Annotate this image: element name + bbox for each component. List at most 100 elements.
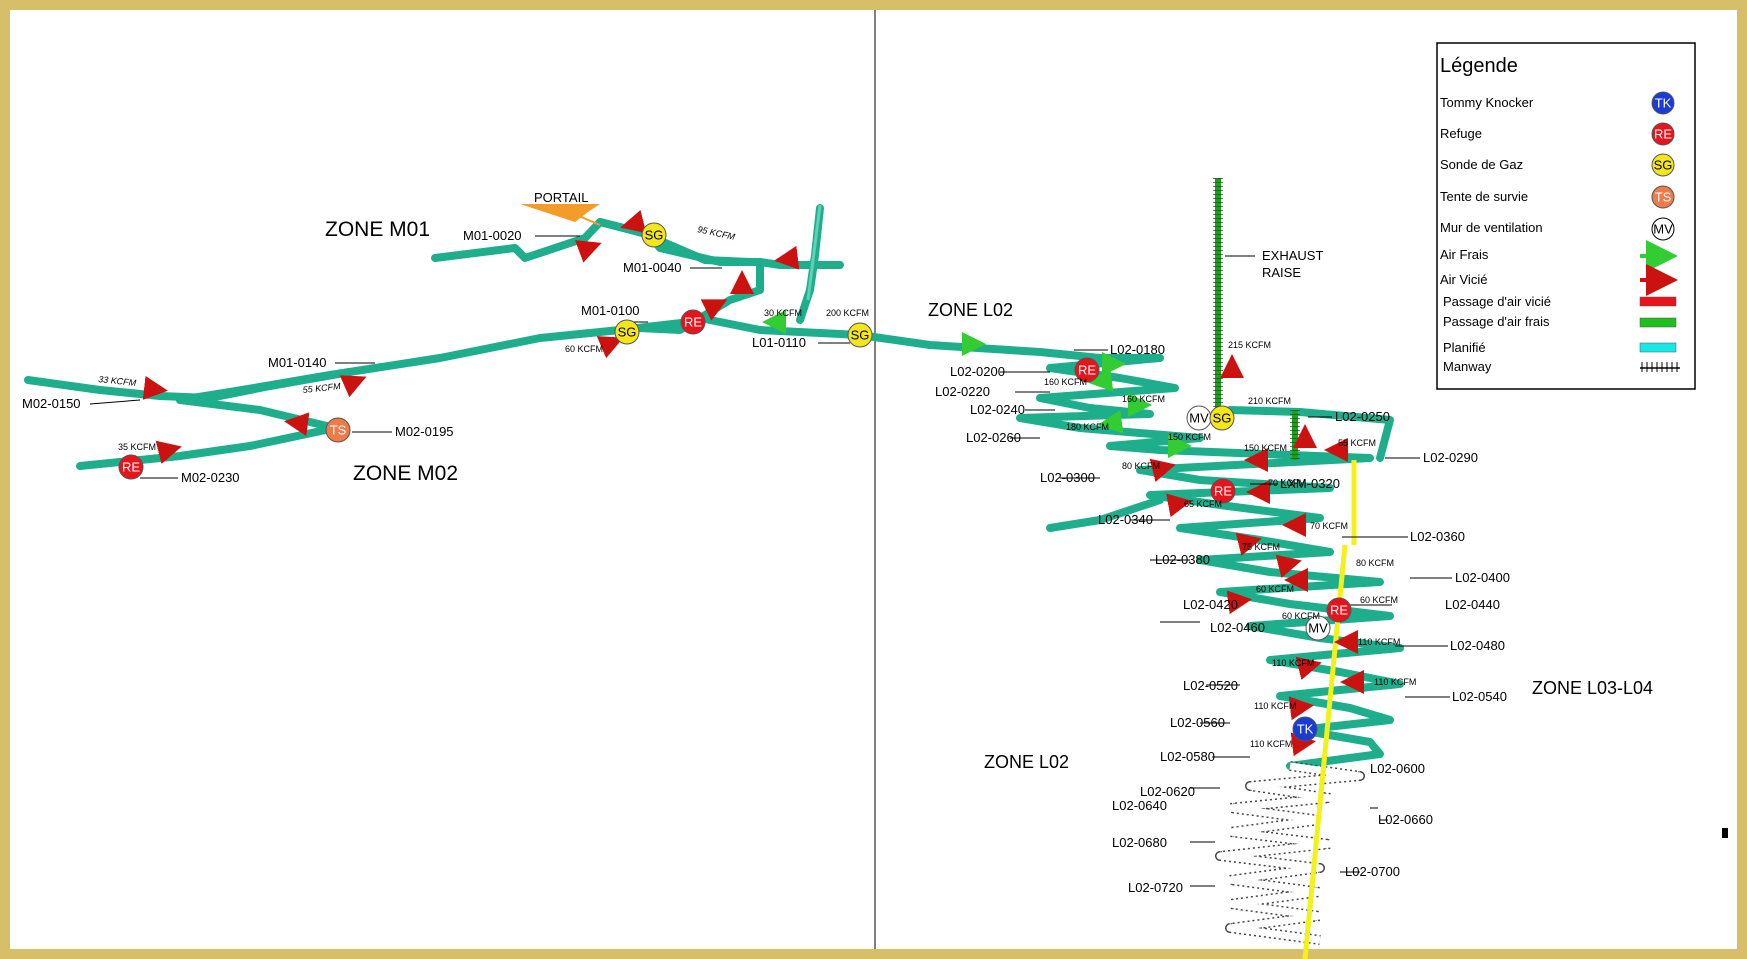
svg-text:55 KCFM: 55 KCFM bbox=[302, 381, 341, 395]
stale-arrow-15 bbox=[1149, 458, 1176, 483]
label-l02-0180: L02-0180 bbox=[1110, 342, 1165, 357]
svg-text:60 KCFM: 60 KCFM bbox=[565, 344, 603, 354]
zone-label-l03-l04: ZONE L03-L04 bbox=[1532, 678, 1653, 698]
ramp-l02 bbox=[1016, 348, 1404, 770]
svg-text:110 KCFM: 110 KCFM bbox=[1358, 637, 1400, 647]
svg-text:70 KCFM: 70 KCFM bbox=[1310, 521, 1348, 531]
svg-text:65 KCFM: 65 KCFM bbox=[1184, 499, 1222, 509]
zone-label-l02-bottom: ZONE L02 bbox=[984, 752, 1069, 772]
legend-label-manway: Manway bbox=[1443, 359, 1492, 374]
svg-text:RE: RE bbox=[1078, 363, 1096, 378]
label-l02-0200: L02-0200 bbox=[950, 364, 1005, 379]
stale-arrow-3 bbox=[774, 245, 800, 270]
stale-arrow-26 bbox=[1288, 696, 1314, 721]
svg-text:110 KCFM: 110 KCFM bbox=[1250, 739, 1292, 749]
zone-label-m01: ZONE M01 bbox=[325, 218, 430, 241]
zone-label-l02-top: ZONE L02 bbox=[928, 300, 1013, 320]
label-l02-0540: L02-0540 bbox=[1452, 689, 1507, 704]
svg-text:210 KCFM: 210 KCFM bbox=[1248, 396, 1291, 406]
label-l01-0110: L01-0110 bbox=[752, 335, 806, 350]
svg-text:200 KCFM: 200 KCFM bbox=[826, 308, 869, 318]
label-l02-0260: L02-0260 bbox=[966, 430, 1021, 445]
label-l02-0480: L02-0480 bbox=[1450, 638, 1505, 653]
label-m01-0140: M01-0140 bbox=[268, 355, 327, 370]
label-m02-0150: M02-0150 bbox=[22, 396, 81, 411]
svg-text:75 KCFM: 75 KCFM bbox=[1242, 542, 1280, 552]
svg-text:110 KCFM: 110 KCFM bbox=[1374, 677, 1416, 687]
legend: Légende Tommy Knocker TK Refuge RE Sonde… bbox=[1436, 42, 1696, 390]
svg-text:33 KCFM: 33 KCFM bbox=[98, 374, 137, 388]
svg-text:MV: MV bbox=[1653, 222, 1673, 237]
label-lxm-0320: LXM-0320 bbox=[1280, 476, 1340, 491]
svg-text:150 KCFM: 150 KCFM bbox=[1244, 443, 1287, 453]
label-l02-0520: L02-0520 bbox=[1183, 678, 1238, 693]
legend-label-sg: Sonde de Gaz bbox=[1440, 157, 1523, 172]
airflow-arrows bbox=[142, 209, 1364, 757]
label-l02-0460: L02-0460 bbox=[1210, 620, 1265, 635]
svg-text:TS: TS bbox=[1655, 190, 1672, 205]
svg-text:60 KCFM: 60 KCFM bbox=[1360, 595, 1398, 605]
fresh-arrow-6 bbox=[1098, 409, 1124, 434]
label-m02-0195: M02-0195 bbox=[395, 424, 454, 439]
drift-l01-0110 bbox=[696, 314, 864, 339]
stale-arrow-5 bbox=[700, 299, 728, 321]
stale-arrow-6 bbox=[596, 336, 624, 359]
svg-text:180 KCFM: 180 KCFM bbox=[1066, 422, 1109, 432]
drifts-planned-l02 bbox=[1215, 761, 1365, 945]
legend-ts-icon: TS bbox=[1651, 185, 1675, 209]
svg-text:SG: SG bbox=[1213, 411, 1232, 426]
label-m01-0100: M01-0100 bbox=[581, 303, 640, 318]
svg-text:55 KCFM: 55 KCFM bbox=[1338, 438, 1376, 448]
stale-arrow-22 bbox=[1226, 590, 1252, 615]
svg-text:RE: RE bbox=[122, 460, 140, 475]
ramp-planned-inner bbox=[1216, 762, 1364, 944]
cyan-bar-icon bbox=[1639, 342, 1677, 353]
svg-text:SG: SG bbox=[1654, 158, 1673, 173]
green-bar-icon bbox=[1639, 317, 1677, 328]
label-portail: PORTAIL bbox=[534, 190, 588, 205]
label-l02-0300: L02-0300 bbox=[1040, 470, 1095, 485]
stale-arrow-27 bbox=[1290, 732, 1316, 757]
portal-hatch bbox=[559, 207, 601, 226]
label-l02-0700: L02-0700 bbox=[1345, 864, 1400, 879]
legend-sg-icon: SG bbox=[1651, 153, 1675, 177]
label-l02-0380: L02-0380 bbox=[1155, 552, 1210, 567]
svg-text:160 KCFM: 160 KCFM bbox=[1044, 377, 1087, 387]
label-l02-0660: L02-0660 bbox=[1378, 812, 1433, 827]
manway-hatch-icon bbox=[1640, 362, 1680, 372]
refuge-m02-0230: RE bbox=[118, 454, 144, 480]
thin-raise-line bbox=[806, 204, 822, 301]
legend-re-icon: RE bbox=[1651, 122, 1675, 146]
svg-text:TS: TS bbox=[330, 423, 347, 438]
tommy-knocker-l02-0560: TK bbox=[1292, 716, 1318, 742]
stale-arrow-24 bbox=[1295, 656, 1322, 681]
svg-text:TK: TK bbox=[1655, 96, 1672, 111]
stale-arrow-10 bbox=[155, 440, 182, 465]
vent-wall-l02-0240: MV bbox=[1186, 405, 1212, 431]
label-l02-0340: L02-0340 bbox=[1098, 512, 1153, 527]
legend-label-re: Refuge bbox=[1440, 126, 1482, 141]
svg-text:35 KCFM: 35 KCFM bbox=[118, 442, 156, 452]
legend-title: Légende bbox=[1440, 55, 1518, 77]
label-l02-0580: L02-0580 bbox=[1160, 749, 1215, 764]
svg-text:95 KCFM: 95 KCFM bbox=[697, 224, 737, 242]
svg-text:110 KCFM: 110 KCFM bbox=[1254, 701, 1296, 711]
label-exhaust-1: EXHAUST bbox=[1262, 248, 1323, 263]
drift-m01-0040 bbox=[596, 218, 754, 266]
label-m01-0020: M01-0020 bbox=[463, 228, 522, 243]
refuge-m01: RE bbox=[680, 309, 706, 335]
stale-arrow-17 bbox=[1166, 493, 1192, 518]
label-l02-0640: L02-0640 bbox=[1112, 798, 1167, 813]
edge-marker bbox=[1722, 828, 1728, 838]
drift-m02-link bbox=[206, 368, 354, 402]
survival-tent-m02-0195: TS bbox=[325, 417, 351, 443]
label-l02-0220: L02-0220 bbox=[935, 384, 990, 399]
station-labels: PORTAIL EXHAUST RAISE M01-0020 M01-0040 … bbox=[22, 190, 1510, 895]
svg-text:RE: RE bbox=[684, 315, 702, 330]
svg-text:SG: SG bbox=[618, 325, 637, 340]
gas-probe-l02-0240: SG bbox=[1209, 405, 1235, 431]
stale-arrow-7 bbox=[339, 375, 367, 398]
svg-text:SG: SG bbox=[645, 228, 664, 243]
legend-tk-icon: TK bbox=[1651, 91, 1675, 115]
